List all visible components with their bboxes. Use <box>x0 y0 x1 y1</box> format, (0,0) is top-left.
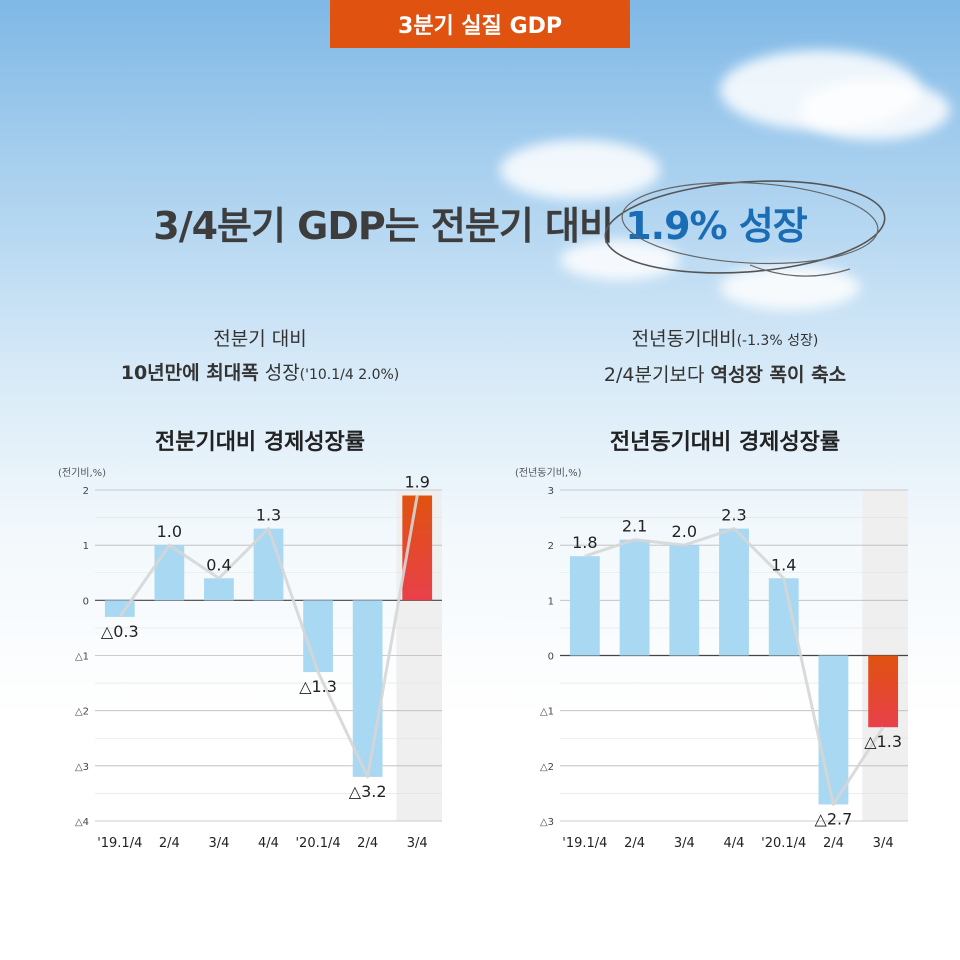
bar <box>669 545 700 656</box>
right-note-line1-text: 전년동기대비 <box>631 328 737 350</box>
data-label: 2.3 <box>721 506 746 525</box>
x-tick-label: 4/4 <box>724 836 745 851</box>
left-note-bold: 10년만에 최대폭 <box>120 362 259 384</box>
circle-scribble-icon <box>604 180 886 277</box>
bar <box>154 545 185 601</box>
data-label: △3.2 <box>349 782 387 801</box>
y-tick-label: △2 <box>75 707 89 718</box>
data-label: △1.3 <box>864 732 902 751</box>
data-label: 0.4 <box>206 555 231 574</box>
x-tick-label: 2/4 <box>357 836 378 851</box>
x-tick-label: 4/4 <box>258 836 279 851</box>
chart-title-right: 전년동기대비 경제성장률 <box>609 430 841 455</box>
left-note-line2: 10년만에 최대폭 성장('10.1/4 2.0%) <box>40 356 480 392</box>
bar <box>204 578 234 601</box>
x-tick-label: 2/4 <box>159 836 180 851</box>
y-tick-label: 0 <box>548 652 554 663</box>
y-tick-label: 2 <box>548 541 554 552</box>
y-tick-label: 1 <box>548 596 554 607</box>
headline-main: 3/4분기 GDP는 전분기 대비 <box>153 204 626 248</box>
header-tag: 3분기 실질 GDP <box>330 0 630 48</box>
y-tick-label: △1 <box>540 707 554 718</box>
y-tick-label: △4 <box>75 817 89 828</box>
y-tick-label: 2 <box>83 486 89 497</box>
right-note: 전년동기대비(-1.3% 성장) 2/4분기보다 역성장 폭이 축소 <box>505 322 945 392</box>
right-note-small: (-1.3% 성장) <box>736 333 819 349</box>
y-tick-label: 1 <box>83 541 89 552</box>
cloud-decoration <box>800 80 950 140</box>
bar <box>868 655 899 728</box>
data-label: 2.0 <box>672 522 697 541</box>
x-tick-label: '20.1/4 <box>761 836 806 851</box>
y-tick-label: 0 <box>83 596 89 607</box>
x-tick-label: 3/4 <box>873 836 894 851</box>
y-tick-label: 3 <box>548 486 554 497</box>
bar <box>303 600 333 673</box>
right-note-line1: 전년동기대비(-1.3% 성장) <box>505 322 945 358</box>
x-tick-label: '19.1/4 <box>562 836 607 851</box>
bar <box>569 556 600 656</box>
data-label: 1.9 <box>404 473 429 492</box>
data-label: △1.3 <box>299 677 337 696</box>
bar <box>768 578 799 656</box>
chart-qoq-growth: (전기비,%) 2 1 0 △1 △2 △3 △4 △0.3 1.0 0.4 1.3 △1.3 △3.2 1… <box>58 467 442 851</box>
data-label: 1.4 <box>771 555 796 574</box>
left-note-rest: 성장 <box>258 362 300 384</box>
y-tick-label: △3 <box>75 762 89 773</box>
chart-yoy-growth: (전년동기비,%) 3 2 1 0 △1 △2 △3 1.8 2.1 2.0 2.3 1.4 △2.7 △1… <box>515 467 908 851</box>
right-note-rest: 2/4분기보다 <box>603 364 711 386</box>
data-label: 1.8 <box>572 533 597 552</box>
y-axis-unit-label: (전년동기비,%) <box>515 467 582 479</box>
x-tick-label: '20.1/4 <box>295 836 340 851</box>
bar <box>719 528 749 656</box>
x-tick-label: 3/4 <box>208 836 229 851</box>
y-tick-label: △2 <box>540 762 554 773</box>
data-label: △2.7 <box>815 809 853 828</box>
x-tick-label: 3/4 <box>674 836 695 851</box>
trend-line <box>118 495 419 779</box>
right-note-line2: 2/4분기보다 역성장 폭이 축소 <box>505 358 945 392</box>
x-tick-label: 2/4 <box>624 836 645 851</box>
x-tick-label: '19.1/4 <box>97 836 142 851</box>
left-note-small: ('10.1/4 2.0%) <box>299 367 400 383</box>
data-label: 1.3 <box>256 506 281 525</box>
data-label: 2.1 <box>622 517 647 536</box>
x-tick-label: 3/4 <box>407 836 428 851</box>
y-tick-label: △1 <box>75 652 89 663</box>
headline-highlight: 1.9% 성장 <box>625 204 808 248</box>
bar <box>818 655 849 805</box>
y-axis-unit-label: (전기비,%) <box>58 467 106 479</box>
cloud-decoration <box>500 140 660 200</box>
left-note: 전분기 대비 10년만에 최대폭 성장('10.1/4 2.0%) <box>40 322 480 392</box>
bar <box>619 539 650 656</box>
left-note-line1: 전분기 대비 <box>213 328 307 350</box>
data-label: △0.3 <box>101 622 139 641</box>
chart-title-left: 전분기대비 경제성장률 <box>154 430 366 455</box>
right-note-bold: 역성장 폭이 축소 <box>710 364 847 386</box>
bar <box>352 600 383 777</box>
y-tick-label: △3 <box>540 817 554 828</box>
trend-line <box>584 527 885 806</box>
headline: 3/4분기 GDP는 전분기 대비 1.9% 성장 <box>0 195 960 250</box>
data-label: 1.0 <box>157 522 182 541</box>
x-tick-label: 2/4 <box>823 836 844 851</box>
